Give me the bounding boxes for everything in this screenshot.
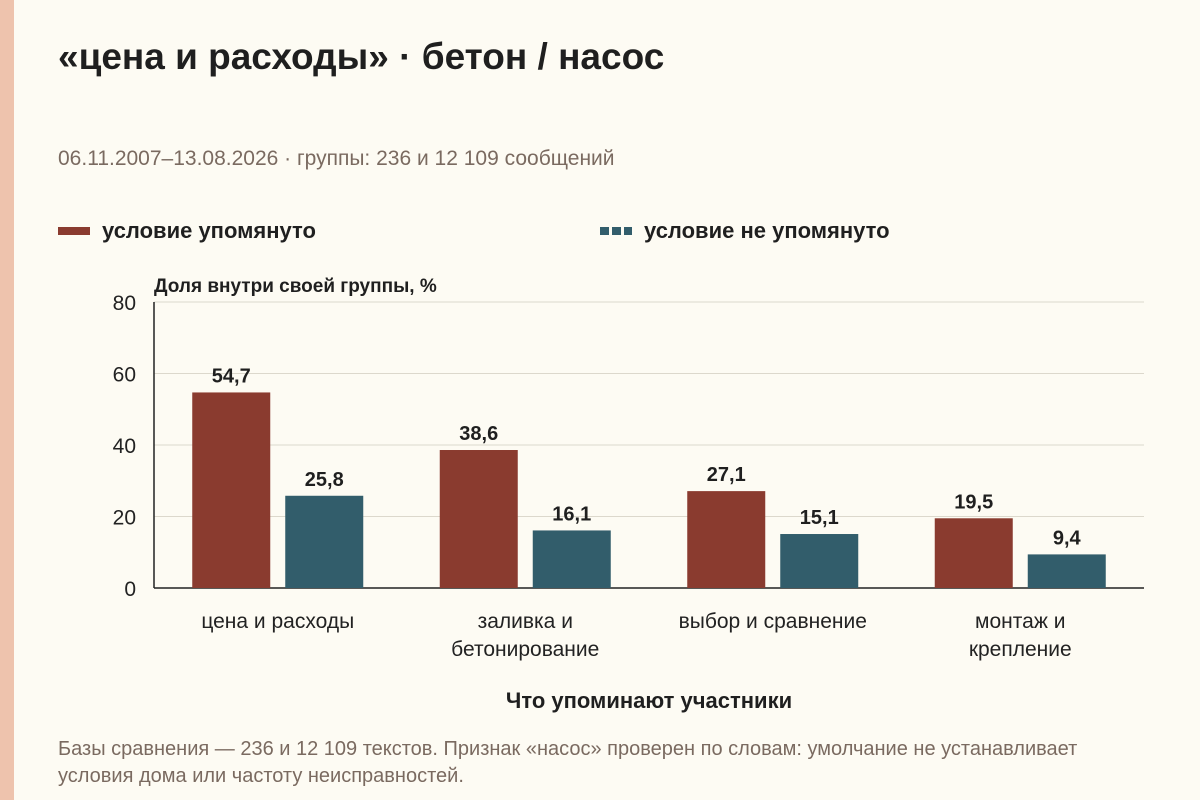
- x-tick-label: заливка и: [478, 610, 573, 633]
- y-tick-label: 40: [113, 435, 136, 458]
- legend-swatch-mentioned: [58, 227, 90, 235]
- bar-value-label: 9,4: [1053, 527, 1082, 549]
- bar: [532, 530, 611, 588]
- bar-value-label: 54,7: [212, 365, 251, 387]
- chart-subtitle: 06.11.2007–13.08.2026 · группы: 236 и 12…: [58, 147, 615, 170]
- bar: [1027, 554, 1106, 588]
- bar-value-label: 38,6: [459, 423, 498, 445]
- y-tick-label: 60: [113, 364, 136, 387]
- bar-value-label: 19,5: [954, 491, 993, 513]
- accent-strip: [0, 0, 14, 800]
- chart-title: «цена и расходы» · бетон / насос: [58, 36, 665, 77]
- y-tick-label: 0: [124, 578, 136, 601]
- bar: [934, 518, 1013, 588]
- legend-label-not-mentioned: условие не упомянуто: [644, 218, 890, 243]
- legend-item-not-mentioned: условие не упомянуто: [600, 218, 890, 244]
- bar-value-label: 16,1: [552, 503, 591, 525]
- bar: [192, 392, 271, 588]
- bar: [687, 491, 766, 588]
- x-tick-label: бетонирование: [451, 638, 599, 661]
- legend-label-mentioned: условие упомянуто: [102, 218, 316, 243]
- x-tick-label: выбор и сравнение: [679, 610, 867, 633]
- x-tick-label: монтаж и: [975, 610, 1065, 633]
- bar-value-label: 25,8: [305, 469, 344, 491]
- y-axis-label: Доля внутри своей группы, %: [154, 276, 437, 297]
- bar: [439, 450, 518, 588]
- legend-item-mentioned: условие упомянуто: [58, 218, 316, 244]
- y-tick-label: 80: [113, 292, 136, 315]
- x-axis-label: Что упоминают участники: [506, 688, 792, 713]
- bar-value-label: 27,1: [707, 464, 746, 486]
- bar: [780, 534, 859, 588]
- legend-swatch-not-mentioned: [600, 227, 632, 235]
- footnote: Базы сравнения — 236 и 12 109 текстов. П…: [58, 738, 1078, 787]
- x-tick-label: цена и расходы: [201, 610, 354, 633]
- x-tick-label: крепление: [969, 638, 1072, 661]
- bar-value-label: 15,1: [800, 507, 839, 529]
- bar: [285, 495, 364, 588]
- y-tick-label: 20: [113, 507, 136, 530]
